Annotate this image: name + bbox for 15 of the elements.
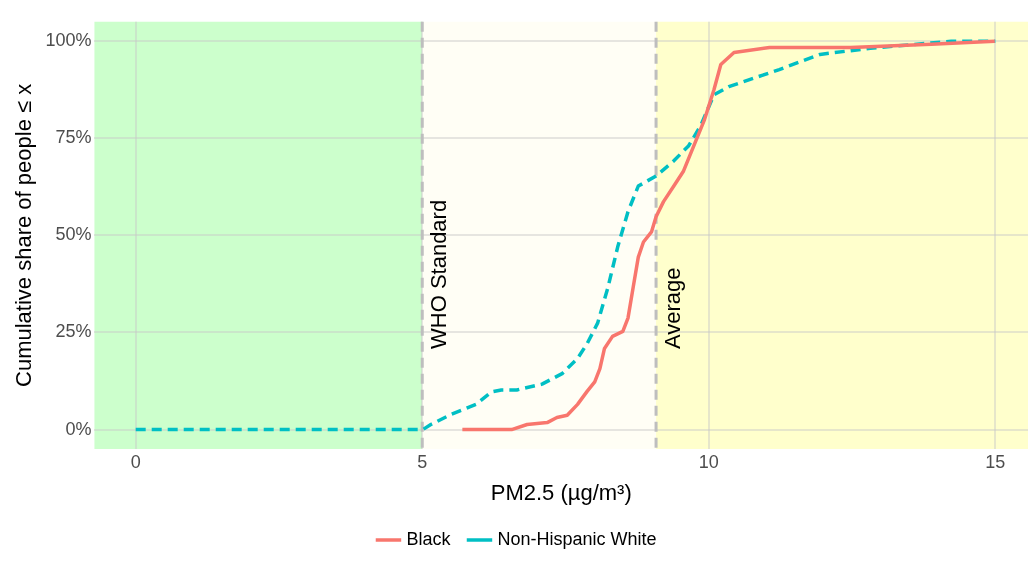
x-axis-title: PM2.5 (µg/m³) [490, 479, 632, 505]
x-tick-label: 15 [985, 451, 1006, 472]
legend-label: Non-Hispanic White [497, 528, 657, 549]
y-tick-label: 100% [45, 30, 92, 51]
ref-line-label: Average [660, 267, 686, 349]
y-tick-label: 0% [65, 418, 92, 439]
y-tick-label: 75% [55, 127, 92, 148]
x-tick-label: 10 [698, 451, 719, 472]
y-tick-label: 25% [55, 321, 92, 342]
legend-label: Black [406, 528, 452, 549]
x-tick-label: 0 [130, 451, 141, 472]
y-tick-label: 50% [55, 224, 92, 245]
x-tick-label: 5 [417, 451, 428, 472]
ref-line-label: WHO Standard [426, 199, 452, 349]
y-axis-title: Cumulative share of people ≤ x [11, 83, 37, 387]
